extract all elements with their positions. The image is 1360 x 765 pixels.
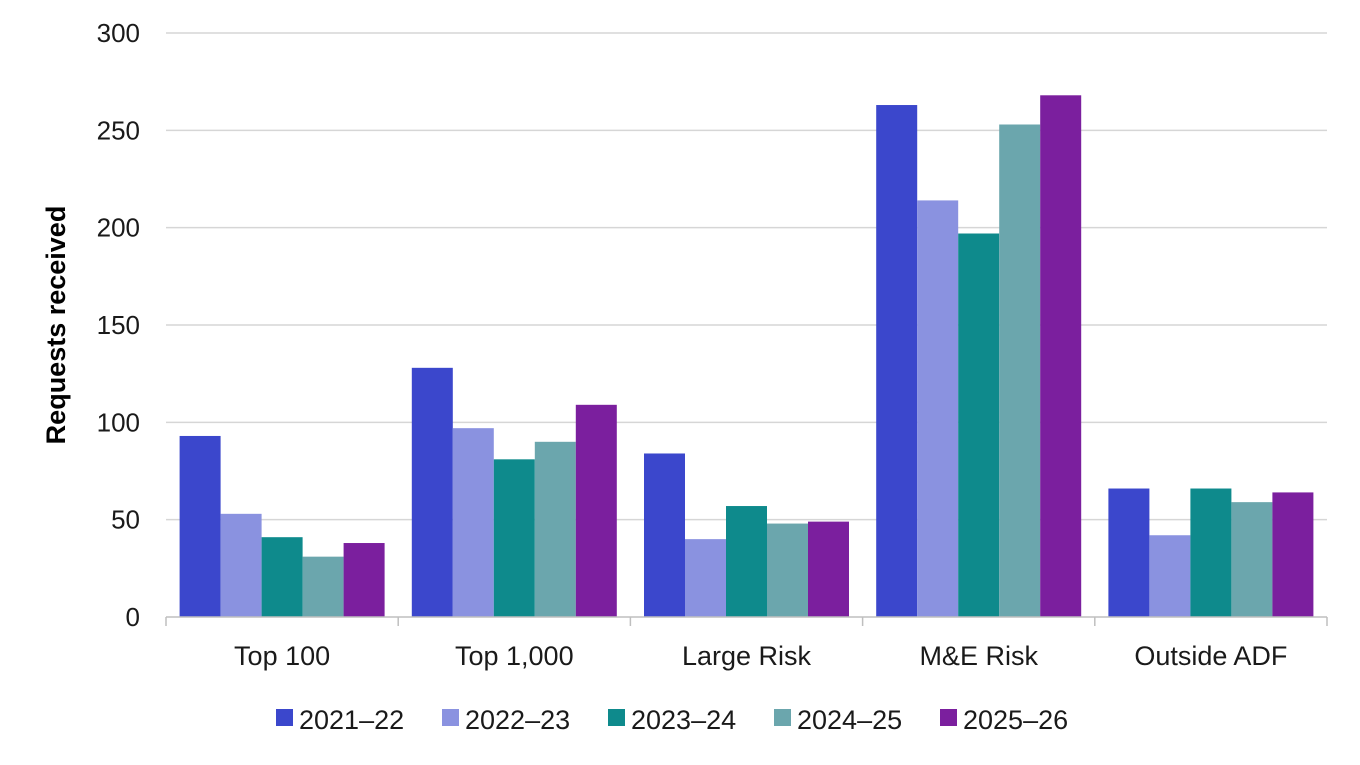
legend-item: 2022–23: [442, 705, 570, 735]
legend-swatch: [608, 709, 625, 726]
y-tick-labels: 0 50 100 150 200 250 300: [97, 18, 140, 632]
bar: [261, 537, 303, 617]
x-category-label: M&E Risk: [919, 641, 1038, 671]
legend: 2021–22 2022–23 2023–24 2024–25 2025–26: [276, 705, 1068, 735]
bar: [220, 513, 262, 617]
x-category-label: Top 100: [234, 641, 330, 671]
axes: [165, 616, 1328, 626]
legend-swatch: [442, 709, 459, 726]
bar: [179, 435, 221, 617]
bar: [644, 453, 685, 617]
y-tick-label: 100: [97, 407, 140, 437]
y-tick-label: 250: [97, 115, 140, 145]
bar: [958, 233, 1000, 618]
bar: [876, 105, 918, 617]
legend-item: 2025–26: [940, 705, 1068, 735]
bar: [411, 367, 453, 617]
bar: [685, 539, 726, 617]
x-category-label: Outside ADF: [1134, 641, 1287, 671]
bar: [575, 404, 617, 617]
bar: [534, 441, 576, 617]
y-tick-label: 50: [111, 505, 140, 535]
bar: [302, 556, 344, 617]
bar: [1108, 488, 1150, 617]
legend-label: 2023–24: [631, 705, 736, 735]
legend-label: 2021–22: [299, 705, 404, 735]
bar: [917, 200, 959, 617]
legend-swatch: [940, 709, 957, 726]
bar: [493, 459, 535, 617]
y-tick-label: 200: [97, 213, 140, 243]
bar: [808, 521, 849, 617]
bar: [999, 124, 1041, 617]
bars: [179, 95, 1314, 618]
gridlines: [166, 32, 1327, 521]
legend-label: 2025–26: [963, 705, 1068, 735]
y-tick-label: 300: [97, 18, 140, 48]
bar: [1040, 95, 1082, 617]
legend-swatch: [774, 709, 791, 726]
bar: [1231, 502, 1273, 617]
bar: [726, 506, 767, 617]
bar: [1272, 492, 1314, 617]
legend-label: 2024–25: [797, 705, 902, 735]
y-axis-title: Requests received: [41, 206, 71, 445]
y-tick-label: 0: [126, 602, 140, 632]
bar: [452, 428, 494, 617]
legend-label: 2022–23: [465, 705, 570, 735]
y-tick-label: 150: [97, 310, 140, 340]
x-category-label: Large Risk: [682, 641, 812, 671]
legend-item: 2023–24: [608, 705, 736, 735]
bar: [1190, 488, 1232, 617]
legend-item: 2024–25: [774, 705, 902, 735]
x-category-label: Top 1,000: [455, 641, 574, 671]
x-category-labels: Top 100 Top 1,000 Large Risk M&E Risk Outsid…: [234, 641, 1287, 671]
legend-item: 2021–22: [276, 705, 404, 735]
legend-swatch: [276, 709, 293, 726]
bar: [343, 543, 385, 617]
bar: [767, 523, 808, 617]
bar: [1149, 535, 1191, 617]
